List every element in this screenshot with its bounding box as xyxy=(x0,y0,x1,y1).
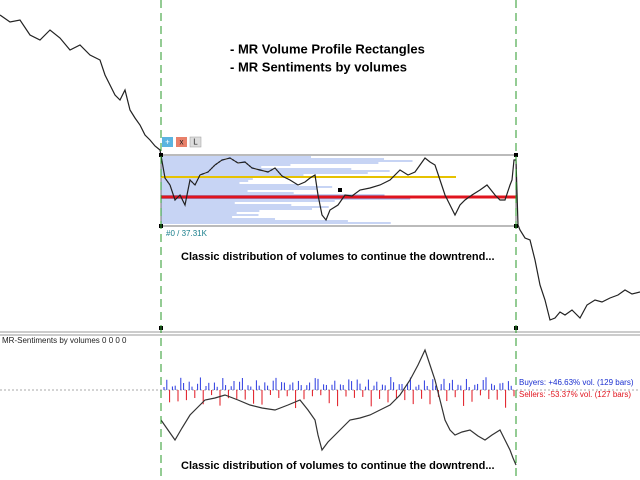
button[interactable] xyxy=(176,137,187,147)
header-line: - MR Sentiments by volumes xyxy=(230,59,407,74)
button-label[interactable]: x xyxy=(180,138,184,147)
indicator-line xyxy=(160,348,517,466)
profile-rectangle xyxy=(160,154,517,227)
caption: Classic distribution of volumes to conti… xyxy=(181,251,495,263)
button[interactable] xyxy=(189,136,202,148)
header-line: - MR Volume Profile Rectangles xyxy=(230,41,425,56)
rectangle-label: #0 / 37.31K xyxy=(166,229,208,238)
caption: Classic distribution of volumes to conti… xyxy=(181,460,495,472)
button[interactable] xyxy=(162,137,173,147)
button-label[interactable]: L xyxy=(193,138,198,147)
button-label[interactable]: + xyxy=(165,138,170,147)
marker xyxy=(338,188,342,192)
price-line xyxy=(0,14,640,321)
indicator-title: MR-Sentiments by volumes 0 0 0 0 xyxy=(2,336,127,345)
sellers-label: Sellers: -53.37% vol. (127 bars) xyxy=(519,390,631,399)
buyers-label: Buyers: +46.63% vol. (129 bars) xyxy=(519,378,634,387)
sentiment-bars xyxy=(163,377,515,409)
